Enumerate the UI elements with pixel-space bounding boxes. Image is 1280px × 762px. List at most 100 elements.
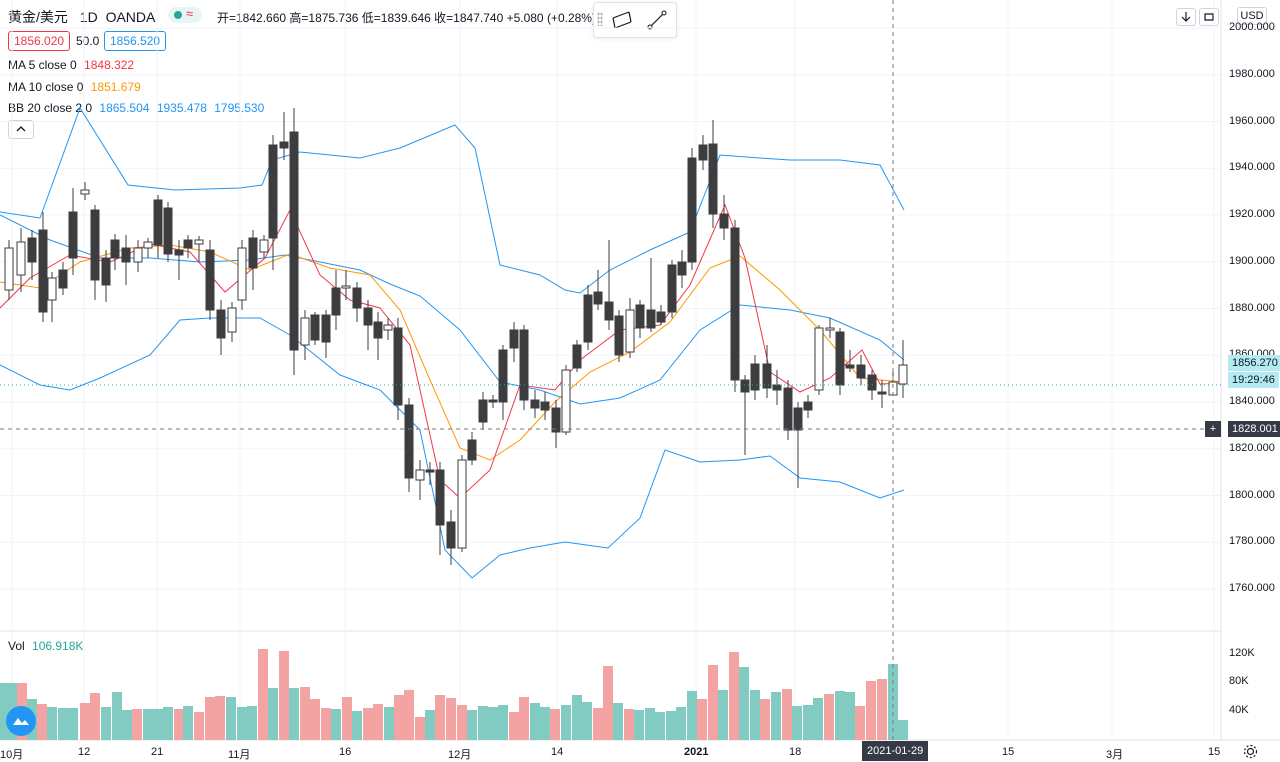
candle-body <box>814 327 824 391</box>
candle-body <box>457 459 467 549</box>
volume-bar <box>561 705 571 740</box>
candle-body <box>194 239 204 245</box>
volume-bar <box>866 681 876 740</box>
volume-bar <box>68 708 78 740</box>
volume-axis-tick: 80K <box>1229 675 1249 687</box>
volume-label: Vol <box>8 639 25 653</box>
volume-bar <box>898 720 908 740</box>
candle-body <box>719 213 729 229</box>
candle-body <box>227 307 237 333</box>
volume-bar <box>771 692 781 740</box>
candle-body <box>259 239 269 253</box>
candle-body <box>341 285 351 289</box>
candle-body <box>561 369 571 433</box>
countdown-tag: 19:29:46 <box>1228 372 1279 388</box>
volume-bar <box>813 698 823 740</box>
refresh-icon <box>1204 13 1214 21</box>
ma10-value: 1851.679 <box>90 80 141 94</box>
volume-bar <box>415 717 425 740</box>
volume-bar <box>478 706 488 740</box>
time-axis-tick: 15 <box>1002 746 1015 758</box>
market-status-badge[interactable]: ≈ <box>168 6 202 23</box>
candle-body <box>237 247 247 301</box>
candle-body <box>153 199 163 246</box>
volume-bar <box>498 705 508 740</box>
volume-bar <box>603 666 613 740</box>
volume-bar <box>174 709 184 740</box>
time-axis-tick: 16 <box>339 746 352 758</box>
gear-icon[interactable] <box>1242 743 1259 760</box>
volume-bar <box>226 697 236 740</box>
ma10-legend[interactable]: MA 10 close 0 1851.679 <box>8 80 145 94</box>
volume-bar <box>37 704 47 740</box>
volume-bar <box>163 707 173 740</box>
volume-bar <box>153 709 163 740</box>
approx-icon: ≈ <box>186 6 194 21</box>
volume-bar <box>729 652 739 740</box>
drag-handle-icon[interactable] <box>597 12 603 26</box>
volume-bar <box>0 683 8 740</box>
candle-body <box>877 391 887 395</box>
candle-body <box>268 144 278 239</box>
bb-lower-value: 1795.530 <box>214 101 265 115</box>
currency-button[interactable]: USD <box>1237 7 1267 25</box>
volume-legend[interactable]: Vol 106.918K <box>8 639 87 653</box>
download-button[interactable] <box>1176 8 1196 26</box>
price-axis-tick: 1840.000 <box>1229 395 1275 407</box>
candle-body <box>101 257 111 286</box>
collapse-legend-button[interactable] <box>8 120 34 139</box>
volume-value: 106.918K <box>32 639 84 653</box>
volume-bar <box>404 690 414 740</box>
candle-body <box>740 379 750 393</box>
ask-price-button[interactable]: 1856.520 <box>104 31 167 51</box>
candle-body <box>835 331 845 386</box>
candle-body <box>783 387 793 431</box>
price-axis-tick: 1820.000 <box>1229 441 1275 454</box>
volume-bar <box>321 708 331 740</box>
time-axis-tick: 14 <box>551 746 564 758</box>
price-axis-tick: 1760.000 <box>1229 582 1275 594</box>
volume-bar <box>582 702 592 740</box>
ma5-legend[interactable]: MA 5 close 0 1848.322 <box>8 58 138 72</box>
volume-bar <box>467 710 477 740</box>
volume-bar <box>634 710 644 740</box>
volume-bar <box>363 708 373 740</box>
volume-bar <box>384 707 394 740</box>
bb-legend[interactable]: BB 20 close 2 0 1865.504 1935.478 1795.5… <box>8 101 268 115</box>
symbol-name[interactable]: 黄金/美元 <box>8 9 68 25</box>
candle-body <box>488 399 498 403</box>
parallel-channel-icon[interactable] <box>610 9 634 31</box>
candle-body <box>519 329 529 401</box>
time-axis-tick: 21 <box>151 746 164 758</box>
volume-bar <box>331 709 341 740</box>
volume-bar <box>676 707 686 740</box>
candle-body <box>509 329 519 349</box>
volume-bar <box>835 691 845 740</box>
candle-body <box>625 309 635 353</box>
price-axis-tick: 1780.000 <box>1229 535 1275 548</box>
candle-body <box>404 404 414 479</box>
add-alert-button[interactable]: + <box>1205 421 1221 437</box>
volume-bar <box>593 708 603 740</box>
volume-bar <box>425 710 435 740</box>
volume-axis-tick: 120K <box>1229 647 1255 659</box>
cloud-logo-icon[interactable] <box>6 706 36 736</box>
price-axis-tick: 1800.000 <box>1229 488 1275 501</box>
candle-body <box>467 439 477 461</box>
volume-bar <box>488 707 498 740</box>
candle-body <box>248 237 258 269</box>
candle-body <box>687 157 697 263</box>
bid-price-button[interactable]: 1856.020 <box>8 31 71 51</box>
volume-bar <box>803 705 813 740</box>
bb-label: BB 20 close 2 0 <box>8 101 93 115</box>
volume-bar <box>58 708 68 740</box>
trend-line-icon[interactable] <box>646 9 668 31</box>
time-axis-tick: 10月 <box>0 749 24 761</box>
ma5-label: MA 5 close 0 <box>8 58 77 72</box>
candle-body <box>373 321 383 339</box>
chevron-up-icon <box>16 126 26 132</box>
volume-bar <box>687 691 697 740</box>
volume-bar <box>550 709 560 740</box>
candle-body <box>383 324 393 331</box>
